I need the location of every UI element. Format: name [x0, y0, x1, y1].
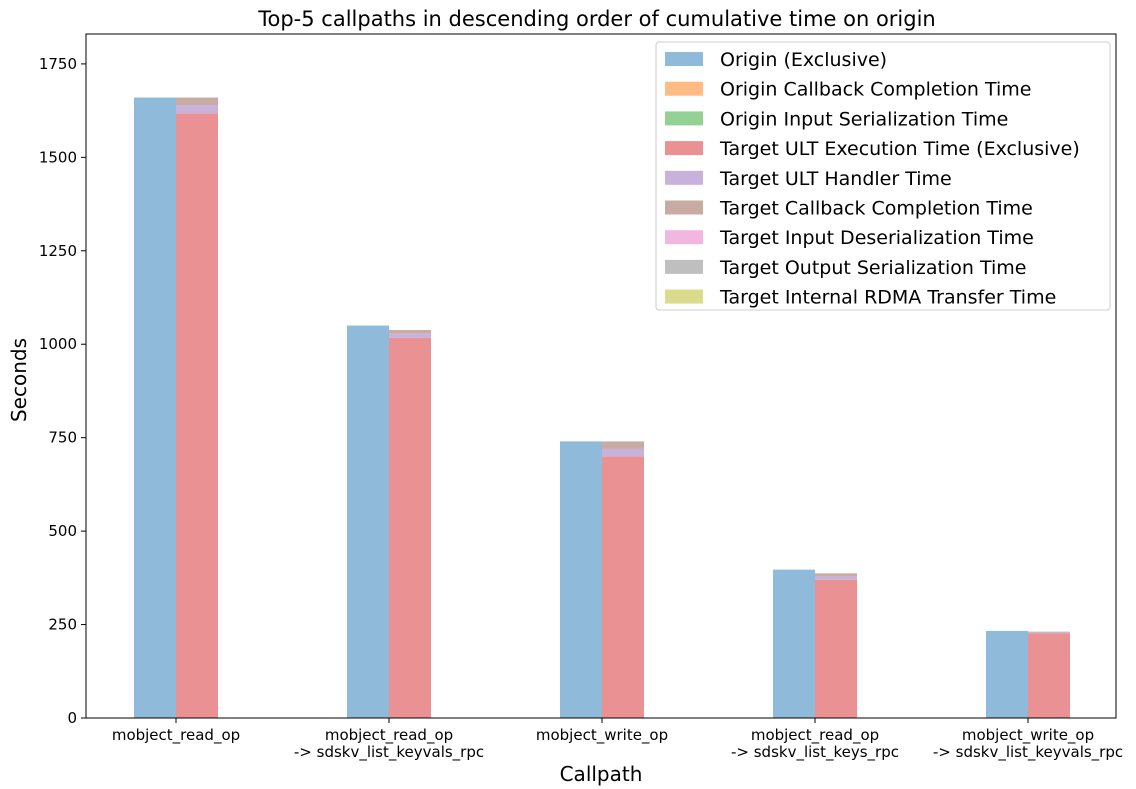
y-tick-label-2: 500: [48, 522, 77, 540]
legend-label-1: Origin Callback Completion Time: [720, 79, 1032, 101]
x-tick-label-4-0: mobject_write_op: [962, 726, 1094, 745]
legend-label-0: Origin (Exclusive): [720, 49, 887, 71]
bar-target-series-3-category-4: [1028, 633, 1070, 718]
x-axis-label: Callpath: [560, 762, 643, 786]
bar-target-series-5-category-4: [1028, 631, 1070, 633]
bar-origin-series-0-category-3: [773, 569, 815, 718]
y-axis-label: Seconds: [7, 338, 31, 422]
bar-target-series-3-category-2: [602, 456, 644, 718]
y-tick-label-1: 250: [48, 616, 77, 634]
y-tick-label-6: 1500: [39, 148, 77, 166]
legend-label-3: Target ULT Execution Time (Exclusive): [719, 138, 1080, 160]
bar-target-series-5-category-0: [176, 97, 218, 106]
y-tick-label-7: 1750: [39, 55, 77, 73]
y-tick-label-0: 0: [67, 709, 77, 727]
legend-label-6: Target Input Deserialization Time: [719, 227, 1034, 249]
bar-target-series-4-category-2: [602, 448, 644, 457]
legend-swatch-6: [665, 230, 703, 245]
x-tick-label-2-0: mobject_write_op: [536, 726, 668, 745]
x-tick-label-0-0: mobject_read_op: [112, 726, 240, 745]
legend-box: [655, 41, 1111, 311]
y-tick-label-4: 1000: [39, 335, 77, 353]
bar-target-series-5-category-1: [389, 330, 431, 334]
bar-target-series-3-category-3: [815, 579, 857, 718]
legend-swatch-2: [665, 111, 703, 126]
chart-title: Top-5 callpaths in descending order of c…: [257, 7, 936, 31]
legend-swatch-5: [665, 200, 703, 215]
bar-target-series-3-category-0: [176, 113, 218, 719]
bar-origin-series-0-category-1: [347, 325, 389, 718]
bar-origin-series-0-category-2: [560, 441, 602, 718]
bar-target-series-4-category-4: [1028, 632, 1070, 634]
legend-swatch-0: [665, 52, 703, 66]
legend-label-2: Origin Input Serialization Time: [720, 108, 1008, 130]
bar-target-series-4-category-3: [815, 575, 857, 580]
x-tick-label-1-1: -> sdskv_list_keyvals_rpc: [294, 743, 484, 762]
x-tick-label-3-0: mobject_read_op: [751, 726, 879, 745]
legend-swatch-1: [665, 81, 703, 96]
bar-target-series-3-category-1: [389, 337, 431, 718]
bar-origin-series-0-category-0: [134, 97, 176, 718]
legend-swatch-7: [665, 259, 703, 274]
legend-label-8: Target Internal RDMA Transfer Time: [719, 287, 1056, 309]
bar-target-series-5-category-3: [815, 573, 857, 576]
plot-area: [85, 33, 1117, 719]
legend-swatch-3: [665, 141, 703, 156]
x-tick-label-3-1: -> sdskv_list_keys_rpc: [731, 743, 899, 762]
bar-origin-series-0-category-4: [986, 630, 1028, 718]
y-tick-label-3: 750: [48, 429, 77, 447]
legend-swatch-8: [665, 289, 703, 304]
legend-label-5: Target Callback Completion Time: [719, 198, 1033, 220]
plot-frame: [85, 33, 1117, 719]
bar-target-series-4-category-1: [389, 333, 431, 338]
bar-target-series-5-category-2: [602, 441, 644, 449]
bar-target-series-4-category-0: [176, 105, 218, 114]
legend: Origin (Exclusive) Origin Callback Comple…: [655, 41, 1111, 311]
y-tick-label-5: 1250: [39, 242, 77, 260]
x-tick-label-4-1: -> sdskv_list_keyvals_rpc: [933, 743, 1123, 762]
legend-label-7: Target Output Serialization Time: [719, 257, 1026, 279]
x-tick-label-1-0: mobject_read_op: [325, 726, 453, 745]
tick-labels: 0 250 500 750 1000 1250 1500 1750 mobject_read_o…: [39, 55, 1123, 762]
legend-label-4: Target ULT Handler Time: [719, 168, 952, 190]
legend-swatch-4: [665, 170, 703, 185]
